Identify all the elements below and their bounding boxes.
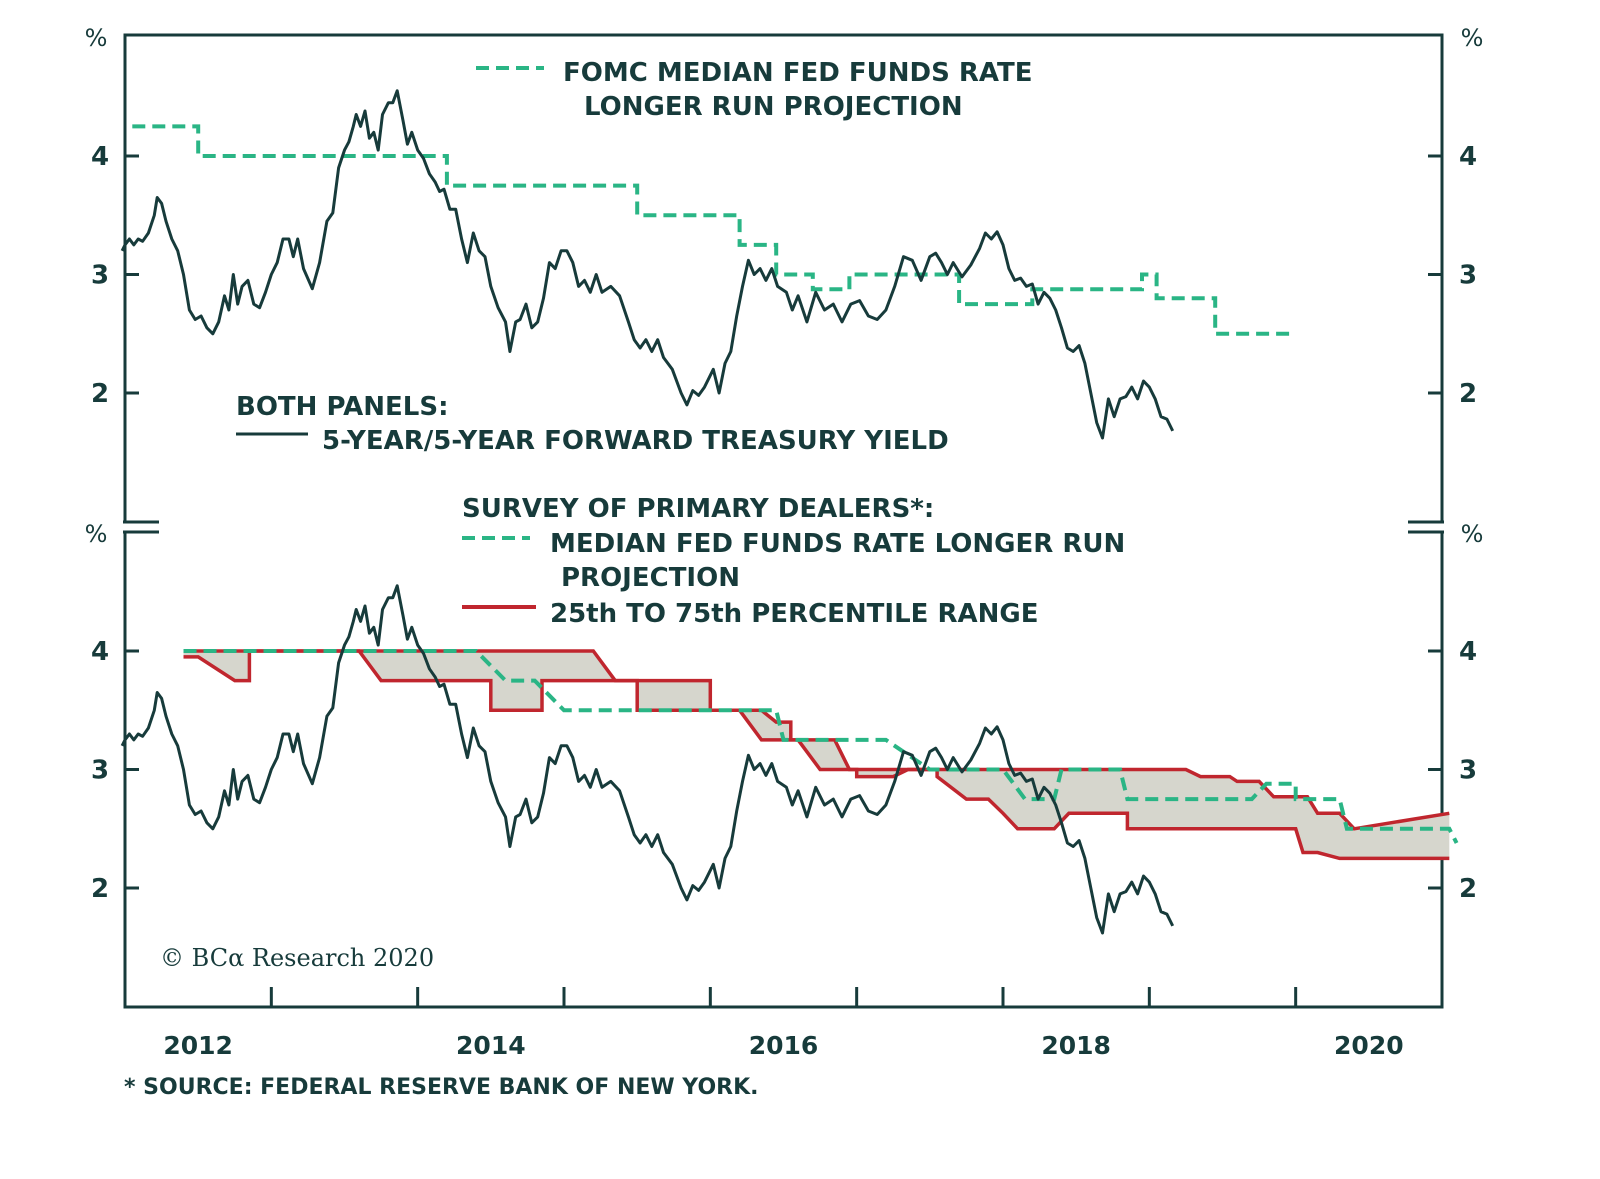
legend-survey-median-line2: PROJECTION [561, 563, 740, 593]
x-tick-label: 2016 [749, 1031, 819, 1060]
dealer-median-line [183, 649, 1459, 844]
y-tick-label-left: 3 [91, 756, 109, 786]
y-tick-label-left: 2 [91, 874, 109, 904]
source-footnote: * SOURCE: FEDERAL RESERVE BANK OF NEW YO… [124, 1075, 759, 1100]
copyright-label: © BCα Research 2020 [160, 944, 434, 972]
legend-both-panels-header: BOTH PANELS: [236, 392, 448, 422]
percentile-75-line [183, 649, 1450, 831]
y-tick-label-left: 4 [91, 142, 109, 172]
percentile-25-line [183, 649, 1450, 861]
percentile-band-layer [183, 651, 1450, 859]
y-tick-label-right: 3 [1459, 261, 1477, 291]
x-tick-label: 2014 [456, 1031, 526, 1060]
yield-line-top [120, 89, 1175, 440]
legend-survey-header: SURVEY OF PRIMARY DEALERS*: [462, 494, 934, 524]
yield-line-bottom [120, 584, 1175, 935]
legend-survey-median-line1: MEDIAN FED FUNDS RATE LONGER RUN [550, 529, 1125, 559]
y-tick-label-right: 2 [1459, 874, 1477, 904]
fomc-median-line [132, 124, 1296, 336]
bottom-right-percent-label: % [1461, 520, 1484, 548]
legend-fomc-label-line2: LONGER RUN PROJECTION [584, 92, 963, 122]
top-panel-frame [123, 33, 1444, 522]
axes [123, 33, 1444, 1009]
x-tick-label: 2018 [1041, 1031, 1111, 1060]
y-tick-label-right: 4 [1459, 637, 1477, 667]
series-layer [120, 89, 1459, 935]
x-tick-label: 2012 [163, 1031, 233, 1060]
percentile-band-fill [183, 651, 1450, 859]
y-tick-label-right: 4 [1459, 142, 1477, 172]
legend-range-label: 25th TO 75th PERCENTILE RANGE [550, 599, 1038, 629]
y-tick-label-left: 4 [91, 637, 109, 667]
x-tick-label: 2020 [1334, 1031, 1404, 1060]
legend-yield-label: 5-YEAR/5-YEAR FORWARD TREASURY YIELD [322, 426, 949, 456]
top-right-percent-label: % [1461, 24, 1484, 52]
bottom-left-percent-label: % [85, 520, 108, 548]
y-tick-label-left: 2 [91, 379, 109, 409]
legend-fomc-label-line1: FOMC MEDIAN FED FUNDS RATE [563, 58, 1032, 88]
y-tick-label-right: 2 [1459, 379, 1477, 409]
axis-labels-layer: 4 4 3 3 2 2 4 4 3 3 2 2 2012 2014 2016 2018 2020 [91, 142, 1477, 1060]
y-tick-label-left: 3 [91, 261, 109, 291]
y-tick-label-right: 3 [1459, 756, 1477, 786]
top-left-percent-label: % [85, 24, 108, 52]
